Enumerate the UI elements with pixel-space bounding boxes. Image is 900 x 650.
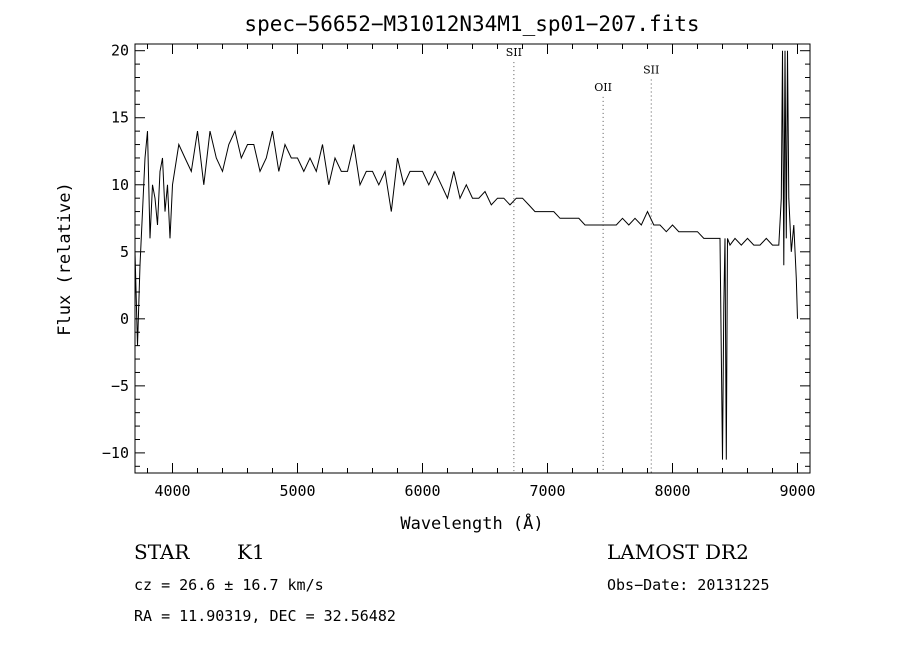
y-tick-label: −10	[102, 444, 129, 462]
sky-coordinates: RA = 11.90319, DEC = 32.56482	[134, 607, 396, 625]
plot-frame	[134, 43, 811, 474]
y-axis: −10 −5 0 5 10 15 20	[102, 42, 810, 467]
y-tick-label: 20	[111, 42, 129, 60]
x-tick-label: 7000	[529, 482, 565, 500]
chart-title: spec−56652−M31012N34M1_sp01−207.fits	[244, 12, 699, 36]
x-axis-label: Wavelength (Å)	[400, 512, 543, 534]
x-axis: 4000 5000 6000 7000 8000 9000	[147, 44, 816, 500]
spectral-line-label: SII	[506, 46, 522, 59]
x-tick-label: 5000	[279, 482, 315, 500]
spectral-line-label: OII	[594, 81, 612, 94]
redshift-velocity: cz = 26.6 ± 16.7 km/s	[134, 576, 324, 594]
x-tick-label: 4000	[154, 482, 190, 500]
survey-name: LAMOST DR2	[607, 540, 749, 564]
object-class: STAR	[134, 540, 190, 564]
y-tick-label: 5	[120, 243, 129, 261]
y-tick-label: −5	[111, 377, 129, 395]
y-tick-label: 15	[111, 109, 129, 127]
spectral-line-label: SII	[643, 63, 659, 76]
object-subclass: K1	[237, 540, 265, 564]
x-tick-label: 8000	[654, 482, 690, 500]
x-tick-label: 9000	[779, 482, 815, 500]
observation-date: Obs−Date: 20131225	[607, 576, 770, 594]
y-axis-label: Flux (relative)	[55, 182, 75, 336]
x-tick-label: 6000	[404, 482, 440, 500]
spectral-line-annotations: SII OII SII	[506, 46, 659, 473]
spectrum-line	[135, 50, 798, 460]
y-tick-label: 10	[111, 176, 129, 194]
y-tick-label: 0	[120, 310, 129, 328]
